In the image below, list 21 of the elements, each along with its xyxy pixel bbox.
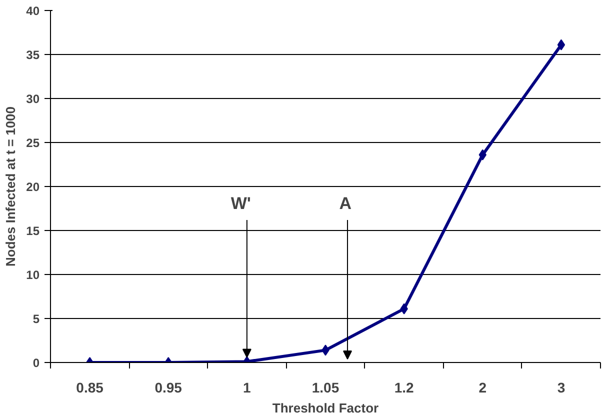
x-axis-title: Threshold Factor [272, 400, 379, 416]
x-tick-label: 1.2 [394, 380, 414, 396]
y-tick-label: 15 [26, 224, 40, 238]
y-tick-label: 10 [26, 268, 40, 282]
y-tick-label: 30 [26, 92, 40, 106]
y-tick-label: 20 [26, 180, 40, 194]
point [557, 39, 566, 50]
x-tick-label: 2 [478, 380, 487, 396]
y-tick-label: 5 [32, 312, 40, 326]
y-axis-title: Nodes Infected at t = 1000 [3, 106, 18, 267]
annotation: W' [230, 194, 251, 213]
x-tick-label: 1 [243, 380, 252, 396]
y-tick-label: 25 [26, 136, 40, 150]
x-tick-label: 3 [557, 380, 566, 396]
x-tick-label: 0.85 [76, 380, 104, 396]
y-tick-label: 35 [26, 48, 40, 62]
y-tick-label: 0 [32, 356, 40, 370]
annotation: A [339, 194, 352, 213]
x-tick-label: 0.95 [154, 380, 182, 396]
x-tick-label: 1.05 [312, 380, 340, 396]
y-tick-label: 40 [26, 4, 40, 18]
